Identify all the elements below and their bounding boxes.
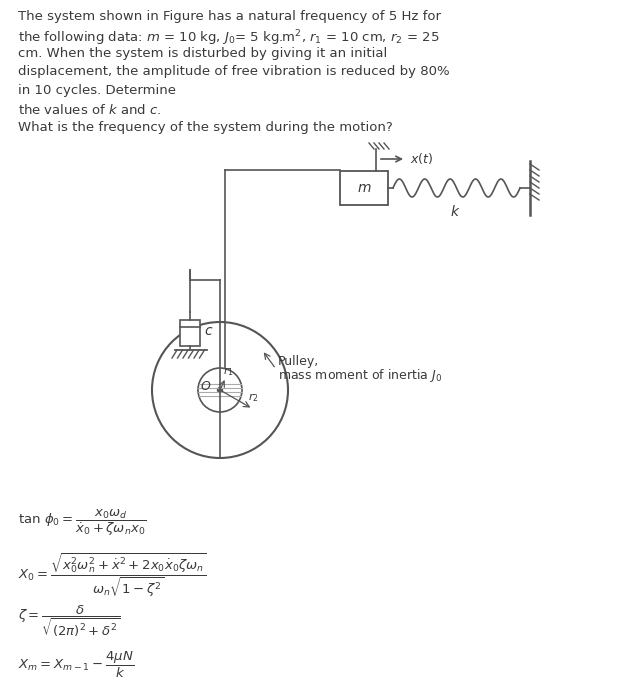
Text: in 10 cycles. Determine: in 10 cycles. Determine (18, 84, 176, 97)
Text: $O$: $O$ (200, 379, 211, 393)
Text: $k$: $k$ (450, 204, 460, 219)
Text: $r_1$: $r_1$ (223, 365, 234, 378)
Text: The system shown in Figure has a natural frequency of 5 Hz for: The system shown in Figure has a natural… (18, 10, 441, 23)
Circle shape (218, 388, 223, 393)
Text: What is the frequency of the system during the motion?: What is the frequency of the system duri… (18, 121, 392, 134)
Text: Pulley,: Pulley, (278, 355, 319, 368)
Text: $c$: $c$ (204, 324, 213, 338)
Text: the values of $k$ and $c$.: the values of $k$ and $c$. (18, 102, 161, 116)
Text: $x(t)$: $x(t)$ (410, 151, 434, 167)
Text: $\tan\,\phi_0 = \dfrac{x_0\omega_d}{\dot{x}_0 + \zeta\omega_n x_0}$: $\tan\,\phi_0 = \dfrac{x_0\omega_d}{\dot… (18, 507, 146, 538)
Text: mass moment of inertia $J_0$: mass moment of inertia $J_0$ (278, 367, 442, 384)
Text: $\zeta = \dfrac{\delta}{\sqrt{(2\pi)^2 + \delta^2}}$: $\zeta = \dfrac{\delta}{\sqrt{(2\pi)^2 +… (18, 604, 120, 639)
Text: $m$: $m$ (357, 181, 372, 195)
Text: cm. When the system is disturbed by giving it an initial: cm. When the system is disturbed by givi… (18, 47, 387, 60)
Text: $X_m = X_{m-1} - \dfrac{4\mu N}{k}$: $X_m = X_{m-1} - \dfrac{4\mu N}{k}$ (18, 650, 134, 680)
Text: $X_0 = \dfrac{\sqrt{x_0^2\omega_n^2 + \dot{x}^2 + 2x_0\dot{x}_0\zeta\omega_n}}{\: $X_0 = \dfrac{\sqrt{x_0^2\omega_n^2 + \d… (18, 552, 206, 600)
Bar (340, 171, 388, 205)
Text: displacement, the amplitude of free vibration is reduced by 80%: displacement, the amplitude of free vibr… (18, 66, 449, 78)
Text: $r_2$: $r_2$ (248, 391, 259, 404)
Bar (180, 320, 200, 346)
Text: the following data: $m$ = 10 kg, $J_0$= 5 kg.m$^2$, $r_1$ = 10 cm, $r_2$ = 25: the following data: $m$ = 10 kg, $J_0$= … (18, 29, 439, 48)
